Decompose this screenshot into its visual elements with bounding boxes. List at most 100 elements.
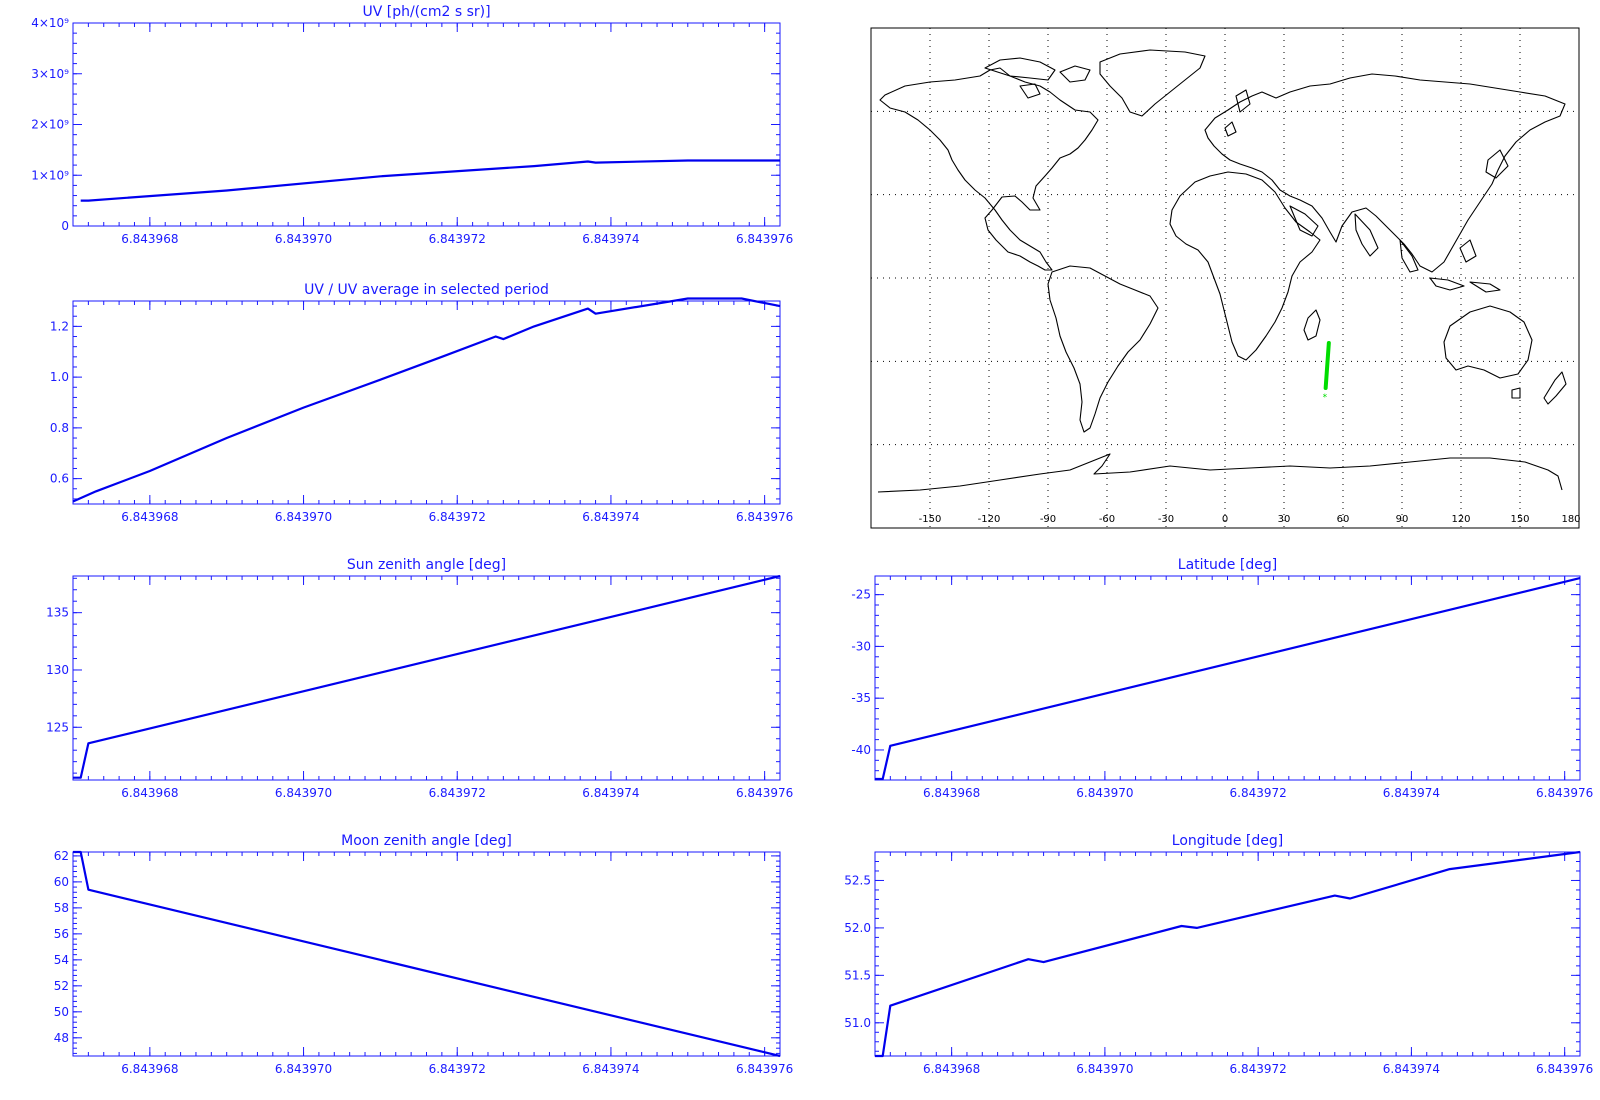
x-tick-label: 6.843968 bbox=[121, 786, 178, 800]
y-tick-label: 60 bbox=[54, 875, 69, 889]
y-tick-label: 125 bbox=[46, 720, 69, 734]
x-tick-label: 6.843970 bbox=[1076, 786, 1133, 800]
x-tick-label: 6.843976 bbox=[1536, 1062, 1593, 1076]
chart-title: Latitude [deg] bbox=[1178, 557, 1277, 573]
greenland-outline bbox=[1099, 49, 1206, 117]
y-tick-label: -25 bbox=[851, 588, 871, 602]
y-tick-label: 0.6 bbox=[50, 472, 69, 486]
chart-title: Sun zenith angle [deg] bbox=[347, 557, 506, 573]
longitude-label: -60 bbox=[1099, 514, 1115, 525]
map-graticule bbox=[871, 28, 1579, 528]
longitude-label: 0 bbox=[1222, 514, 1228, 525]
x-tick-label: 6.843974 bbox=[582, 510, 639, 524]
south-america-outline bbox=[1047, 265, 1159, 433]
series-line bbox=[72, 297, 781, 503]
chart-panel-2: UV / UV average in selected period 6.8439… bbox=[50, 282, 793, 524]
x-tick-label: 6.843976 bbox=[1536, 786, 1593, 800]
y-tick-label: 52.5 bbox=[844, 873, 871, 887]
x-tick-label: 6.843974 bbox=[582, 1062, 639, 1076]
y-tick-label: 0.8 bbox=[50, 421, 69, 435]
x-tick-label: 6.843970 bbox=[275, 510, 332, 524]
x-tick-label: 6.843968 bbox=[121, 510, 178, 524]
plot-frame bbox=[874, 851, 1581, 1057]
south-asia-outline bbox=[1289, 205, 1419, 273]
longitude-label: -90 bbox=[1040, 514, 1056, 525]
series-line bbox=[73, 850, 781, 1058]
x-tick-label: 6.843972 bbox=[429, 1062, 486, 1076]
north-america-outline bbox=[879, 67, 1099, 271]
islands-outline bbox=[1224, 89, 1509, 293]
x-tick-label: 6.843976 bbox=[736, 786, 793, 800]
map-coastlines bbox=[877, 49, 1567, 493]
y-tick-label: 3×10⁹ bbox=[31, 67, 69, 81]
x-tick-label: 6.843968 bbox=[121, 1062, 178, 1076]
australia-outline bbox=[1443, 305, 1533, 399]
series-line bbox=[80, 159, 780, 202]
x-tick-label: 6.843974 bbox=[1383, 1062, 1440, 1076]
chart-title: Moon zenith angle [deg] bbox=[341, 833, 512, 849]
x-tick-label: 6.843970 bbox=[275, 232, 332, 246]
y-tick-label: -35 bbox=[851, 691, 871, 705]
y-tick-label: 1×10⁹ bbox=[31, 168, 69, 182]
x-tick-label: 6.843976 bbox=[736, 232, 793, 246]
x-tick-label: 6.843972 bbox=[1230, 1062, 1287, 1076]
x-tick-label: 6.843968 bbox=[923, 786, 980, 800]
x-tick-label: 6.843968 bbox=[923, 1062, 980, 1076]
antarctica-outline bbox=[877, 453, 1563, 493]
map-longitude-labels: -150 -120 -90 -60 -30 0 30 60 90 120 150 180 bbox=[919, 514, 1581, 525]
charts-layer: UV [ph/(cm2 s sr)] 6.843968 6.843970 6.8439… bbox=[31, 4, 1593, 1076]
chart-panel-5: Moon zenith angle [deg] 6.843968 6.843970 6… bbox=[54, 833, 794, 1076]
series-line bbox=[73, 574, 781, 779]
longitude-label: 150 bbox=[1510, 514, 1529, 525]
x-tick-label: 6.843976 bbox=[736, 1062, 793, 1076]
eurasia-outline bbox=[1204, 73, 1566, 273]
y-tick-label: 1.0 bbox=[50, 370, 69, 384]
x-tick-label: 6.843972 bbox=[429, 510, 486, 524]
longitude-label: 120 bbox=[1451, 514, 1470, 525]
chart-panel-6: Longitude [deg] 6.843968 6.843970 6.843972 6… bbox=[844, 833, 1593, 1076]
new-zealand-outline bbox=[1543, 371, 1567, 405]
y-tick-label: 51.0 bbox=[844, 1016, 871, 1030]
series-line bbox=[875, 577, 1581, 781]
y-tick-label: 135 bbox=[46, 606, 69, 620]
chart-panel-3: Sun zenith angle [deg] 6.843968 6.843970 6.… bbox=[46, 557, 793, 800]
longitude-label: 180 bbox=[1561, 514, 1580, 525]
y-tick-label: 2×10⁹ bbox=[31, 118, 69, 132]
plot-frame bbox=[72, 851, 781, 1057]
arctic-islands-outline bbox=[984, 57, 1091, 99]
longitude-label: 90 bbox=[1396, 514, 1409, 525]
y-tick-label: 52 bbox=[54, 979, 69, 993]
x-tick-label: 6.843972 bbox=[1230, 786, 1287, 800]
plot-frame bbox=[72, 300, 781, 505]
madagascar-outline bbox=[1303, 309, 1321, 341]
y-tick-label: 51.5 bbox=[844, 968, 871, 982]
chart-panel-4: Latitude [deg] 6.843968 6.843970 6.843972 6.… bbox=[851, 557, 1593, 800]
plot-frame bbox=[72, 575, 781, 781]
track-line bbox=[1323, 341, 1331, 390]
chart-panel-1: UV [ph/(cm2 s sr)] 6.843968 6.843970 6.8439… bbox=[31, 4, 793, 246]
x-tick-label: 6.843976 bbox=[736, 510, 793, 524]
track-start-marker: * bbox=[1323, 393, 1328, 403]
africa-outline bbox=[1169, 171, 1321, 361]
chart-title: UV / UV average in selected period bbox=[304, 282, 549, 298]
chart-title: UV [ph/(cm2 s sr)] bbox=[362, 4, 490, 20]
chart-title: Longitude [deg] bbox=[1172, 833, 1283, 849]
x-tick-label: 6.843970 bbox=[1076, 1062, 1133, 1076]
satellite-ground-track: * bbox=[1323, 341, 1331, 403]
y-tick-label: 50 bbox=[54, 1005, 69, 1019]
plot-frame bbox=[874, 575, 1581, 781]
x-tick-label: 6.843968 bbox=[121, 232, 178, 246]
x-tick-label: 6.843972 bbox=[429, 786, 486, 800]
x-tick-label: 6.843974 bbox=[582, 786, 639, 800]
y-tick-label: -40 bbox=[851, 743, 871, 757]
y-tick-label: 48 bbox=[54, 1031, 69, 1045]
world-map-panel: * -150 -120 -90 -60 -30 0 30 60 90 120 150 180 bbox=[870, 27, 1581, 529]
longitude-label: 60 bbox=[1337, 514, 1350, 525]
x-tick-label: 6.843970 bbox=[275, 786, 332, 800]
x-tick-label: 6.843974 bbox=[1383, 786, 1440, 800]
y-tick-label: 52.0 bbox=[844, 921, 871, 935]
y-tick-label: 0 bbox=[61, 219, 69, 233]
longitude-label: 30 bbox=[1278, 514, 1291, 525]
y-tick-label: 130 bbox=[46, 663, 69, 677]
